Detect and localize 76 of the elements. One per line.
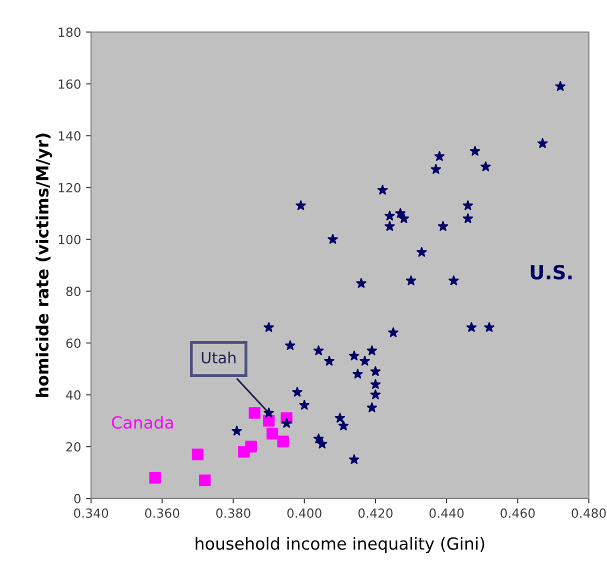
- point: [430, 164, 442, 174]
- point: [377, 184, 388, 195]
- y-axis-title: homicide rate (victims/M/yr): [36, 134, 52, 397]
- y-tick-label: 60: [66, 338, 80, 348]
- point: [462, 213, 474, 224]
- point: [264, 322, 274, 332]
- point: [356, 278, 366, 288]
- point: [398, 213, 410, 224]
- point: [299, 400, 310, 410]
- y-tick-label: 40: [66, 390, 80, 400]
- point: [232, 426, 242, 436]
- point: [248, 407, 260, 419]
- point: [388, 327, 398, 338]
- point: [395, 208, 406, 218]
- x-tick-label: 0.440: [430, 508, 464, 518]
- annotation: Utah: [202, 352, 236, 364]
- point: [277, 436, 289, 448]
- point: [245, 440, 257, 452]
- point: [466, 322, 477, 332]
- point: [360, 356, 370, 366]
- point: [281, 418, 292, 428]
- x-tick-label: 0.460: [500, 508, 535, 518]
- text: U.S.: [530, 264, 572, 280]
- point: [470, 146, 480, 156]
- point: [285, 340, 296, 350]
- x-tick-label: 0.400: [287, 508, 322, 518]
- x-tick-label: 0.340: [74, 508, 108, 518]
- point: [406, 275, 416, 286]
- x-tick-label: 0.480: [572, 508, 606, 518]
- point: [192, 448, 204, 460]
- point: [262, 414, 275, 427]
- x-tick-label: 0.420: [358, 508, 393, 518]
- point: [370, 389, 381, 400]
- point: [384, 221, 395, 231]
- point: [480, 161, 491, 172]
- point: [438, 221, 448, 231]
- point: [416, 246, 427, 257]
- y-tick-label: 100: [58, 234, 80, 244]
- point: [484, 322, 494, 332]
- point: [338, 420, 349, 430]
- x-tick-label: 0.360: [145, 508, 180, 518]
- point: [296, 200, 306, 210]
- point: [198, 474, 211, 486]
- point: [352, 368, 363, 379]
- point: [266, 428, 278, 440]
- point: [264, 408, 274, 418]
- y-tick-label: 80: [66, 286, 80, 296]
- y-tick-label: 20: [66, 442, 80, 452]
- point: [555, 81, 566, 91]
- point: [317, 438, 328, 449]
- point: [537, 138, 548, 148]
- x-axis-title: household income inequality (Gini): [196, 536, 484, 554]
- y-tick-label: 160: [58, 79, 80, 89]
- point: [324, 356, 334, 366]
- x-tick-label: 0.380: [216, 508, 250, 518]
- point: [366, 402, 378, 412]
- y-tick-label: 140: [58, 131, 80, 141]
- point: [384, 210, 395, 220]
- point: [448, 275, 459, 286]
- point: [313, 345, 324, 356]
- point: [462, 200, 474, 210]
- point: [366, 345, 378, 356]
- point: [349, 454, 360, 464]
- point: [434, 151, 445, 161]
- y-tick-label: 120: [58, 183, 80, 192]
- series-label: Canada: [112, 416, 173, 429]
- point: [313, 434, 324, 444]
- point: [328, 234, 338, 244]
- point: [149, 472, 161, 484]
- y-tick-label: 0: [74, 494, 80, 504]
- y-tick-label: 180: [58, 28, 80, 37]
- point: [349, 350, 360, 360]
- point: [370, 366, 381, 376]
- point: [334, 412, 346, 423]
- point: [292, 386, 302, 397]
- point: [370, 379, 381, 389]
